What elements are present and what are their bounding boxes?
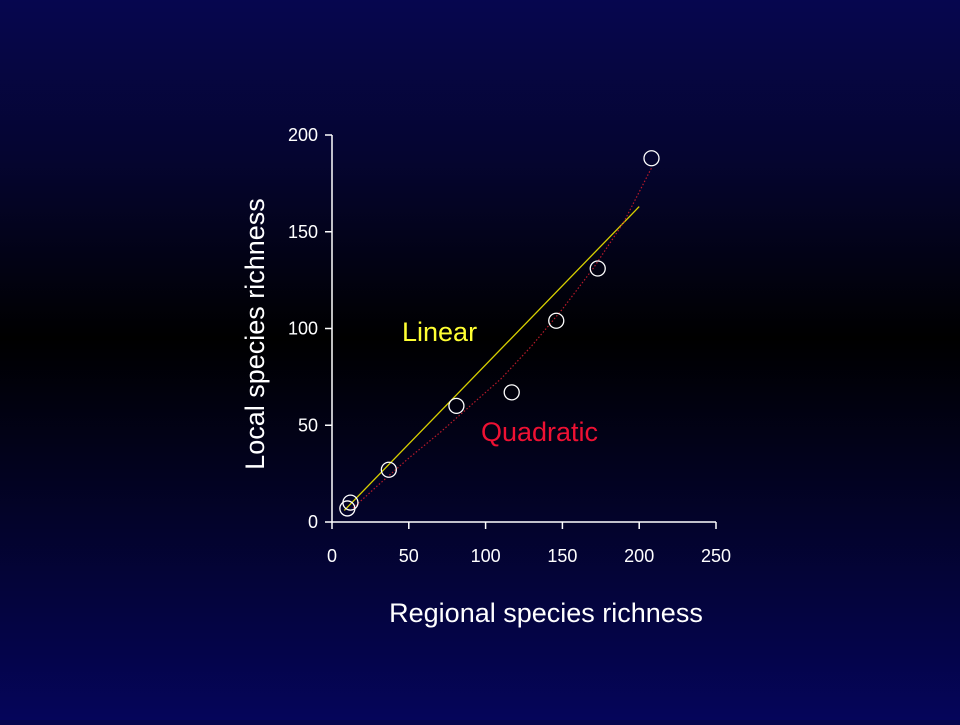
linear-label: Linear bbox=[402, 317, 477, 347]
y-tick-label: 50 bbox=[298, 415, 318, 435]
y-axis-label: Local species richness bbox=[240, 198, 270, 470]
data-point bbox=[339, 500, 356, 517]
data-points bbox=[339, 150, 660, 517]
x-tick-label: 0 bbox=[327, 546, 337, 566]
quadratic-fit-line bbox=[349, 167, 653, 511]
x-tick-label: 250 bbox=[701, 546, 731, 566]
x-tick-label: 150 bbox=[547, 546, 577, 566]
data-point bbox=[503, 384, 520, 401]
x-tick-label: 50 bbox=[399, 546, 419, 566]
y-axis-ticks: 0 50 100 150 200 bbox=[288, 125, 332, 532]
y-tick-label: 200 bbox=[288, 125, 318, 145]
data-point bbox=[342, 494, 359, 511]
fit-labels: Linear Quadratic bbox=[402, 317, 598, 447]
x-axis-ticks: 0 50 100 150 200 250 bbox=[327, 522, 731, 566]
fit-lines bbox=[343, 167, 653, 511]
data-point bbox=[643, 150, 660, 167]
linear-fit-line bbox=[343, 206, 640, 511]
x-tick-label: 200 bbox=[624, 546, 654, 566]
data-point bbox=[548, 312, 565, 329]
data-point bbox=[589, 260, 606, 277]
x-axis-label: Regional species richness bbox=[389, 598, 703, 628]
axes: 0 50 100 150 200 250 0 50 100 150 200 bbox=[288, 125, 731, 566]
y-tick-label: 100 bbox=[288, 319, 318, 339]
quadratic-label: Quadratic bbox=[481, 417, 598, 447]
y-tick-label: 150 bbox=[288, 222, 318, 242]
x-tick-label: 100 bbox=[471, 546, 501, 566]
data-point bbox=[380, 461, 397, 478]
data-point bbox=[448, 397, 465, 415]
y-tick-label: 0 bbox=[308, 512, 318, 532]
